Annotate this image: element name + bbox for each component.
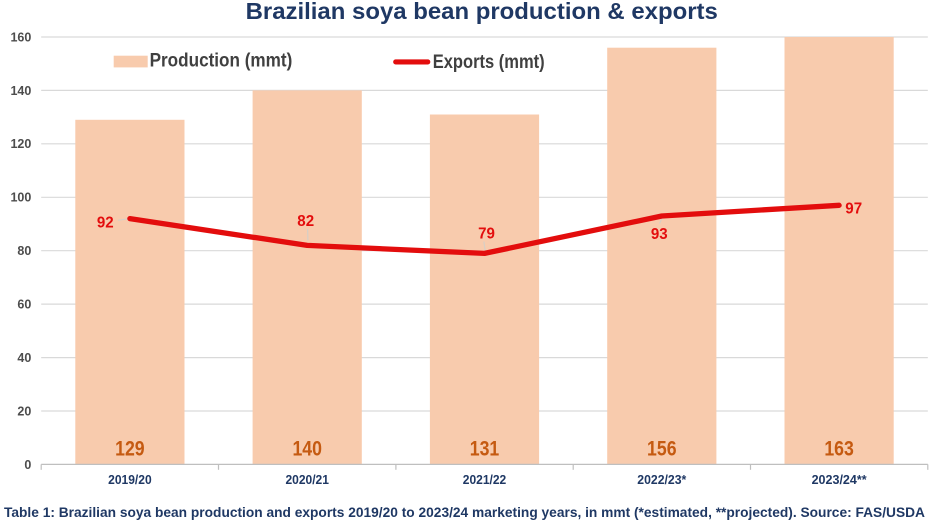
svg-text:97: 97 [845,201,862,218]
svg-text:120: 120 [10,137,31,151]
svg-text:163: 163 [824,437,854,460]
svg-text:Production (mmt): Production (mmt) [150,49,293,71]
svg-text:20: 20 [17,404,31,418]
svg-text:131: 131 [470,437,500,460]
svg-text:Exports (mmt): Exports (mmt) [433,51,545,73]
svg-text:140: 140 [10,84,31,98]
svg-text:129: 129 [115,437,145,460]
svg-text:93: 93 [651,226,668,243]
svg-text:100: 100 [10,191,31,205]
svg-text:0: 0 [24,458,31,472]
svg-text:2023/24**: 2023/24** [812,473,867,487]
svg-text:140: 140 [292,437,322,460]
svg-text:82: 82 [297,213,314,230]
svg-text:Table 1: Brazilian soya bean p: Table 1: Brazilian soya bean production … [4,505,925,520]
svg-text:2022/23*: 2022/23* [637,473,686,487]
svg-text:80: 80 [17,244,31,258]
svg-text:156: 156 [647,437,677,460]
svg-text:40: 40 [17,351,31,365]
svg-text:Brazilian soya bean production: Brazilian soya bean production & exports [246,0,718,24]
svg-text:2021/22: 2021/22 [463,473,507,487]
svg-text:60: 60 [17,298,31,312]
svg-text:79: 79 [478,226,495,243]
svg-text:160: 160 [10,30,31,44]
svg-text:2020/21: 2020/21 [285,473,329,487]
svg-text:92: 92 [97,214,114,231]
svg-text:2019/20: 2019/20 [108,473,152,487]
